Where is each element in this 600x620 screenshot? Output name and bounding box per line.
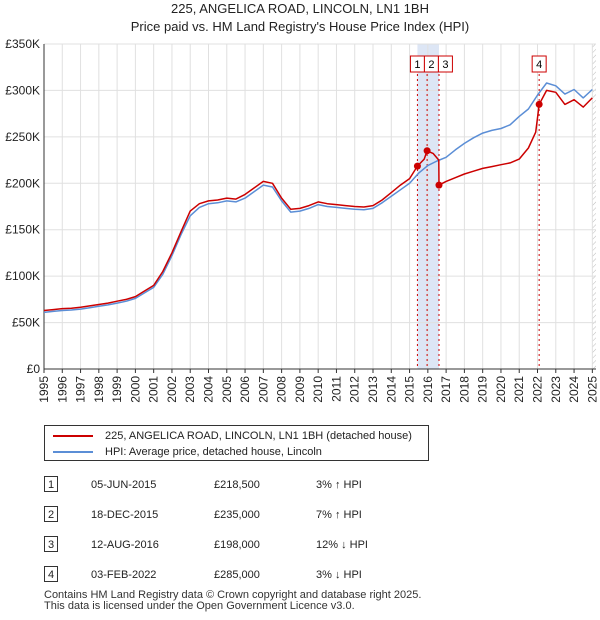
x-tick-label: 2022 (531, 376, 545, 403)
transaction-number-badge: 3 (44, 536, 58, 552)
transaction-price: £218,500 (214, 479, 260, 491)
transaction-row: 2 18-DEC-2015 £235,000 7% ↑ HPI (0, 505, 600, 525)
sale-point (435, 181, 443, 189)
transaction-hpi-change: 3% ↓ HPI (316, 569, 362, 581)
transaction-price: £198,000 (214, 539, 260, 551)
transaction-price: £235,000 (214, 509, 260, 521)
x-tick-label: 2012 (348, 376, 362, 403)
sale-marker-label: 2 (428, 59, 434, 71)
transaction-date: 03-FEB-2022 (91, 569, 157, 581)
y-tick-label: £300K (5, 83, 40, 97)
transaction-date: 05-JUN-2015 (91, 479, 157, 491)
legend: 225, ANGELICA ROAD, LINCOLN, LN1 1BH (de… (44, 425, 429, 461)
x-tick-label: 2005 (220, 376, 234, 403)
x-tick-label: 2007 (256, 376, 270, 403)
x-tick-label: 2021 (512, 376, 526, 403)
property-price-line (43, 89, 593, 312)
sale-point (535, 100, 543, 108)
transaction-date: 12-AUG-2016 (91, 539, 159, 551)
transaction-price: £285,000 (214, 569, 260, 581)
transaction-date: 18-DEC-2015 (91, 509, 159, 521)
x-tick-label: 2023 (549, 376, 563, 403)
legend-hpi-swatch (53, 451, 93, 453)
transaction-number-badge: 1 (44, 476, 58, 492)
transaction-number-badge: 2 (44, 506, 58, 522)
y-tick-label: £200K (5, 176, 40, 190)
plot-area (44, 44, 596, 369)
transaction-row: 4 03-FEB-2022 £285,000 3% ↓ HPI (0, 565, 600, 585)
footer-copyright: Contains HM Land Registry data © Crown c… (44, 589, 422, 601)
sale-marker-label: 3 (442, 59, 448, 71)
y-tick-label: £50K (12, 316, 40, 330)
x-tick-label: 2020 (494, 376, 508, 403)
transaction-number-badge: 4 (44, 566, 58, 582)
y-tick-label: £0 (27, 362, 41, 376)
x-tick-label: 2011 (329, 376, 343, 402)
footer-licence: This data is licensed under the Open Gov… (44, 600, 355, 612)
y-tick-label: £250K (5, 130, 40, 144)
y-tick-label: £150K (5, 223, 40, 237)
y-tick-label: £350K (5, 37, 40, 51)
x-tick-label: 2025 (585, 376, 599, 403)
sale-marker-label: 4 (536, 59, 542, 71)
hpi-line (43, 82, 593, 314)
x-tick-label: 2013 (366, 376, 380, 403)
x-tick-label: 2017 (439, 376, 453, 403)
sale-marker-box (437, 55, 453, 73)
x-tick-label: 1996 (55, 376, 69, 403)
x-tick-label: 1995 (37, 376, 51, 403)
x-tick-label: 2014 (384, 376, 398, 403)
x-tick-label: 2002 (165, 376, 179, 403)
chart-subtitle: Price paid vs. HM Land Registry's House … (131, 19, 469, 34)
x-tick-label: 2024 (567, 376, 581, 403)
y-tick-label: £100K (5, 269, 40, 283)
sale-marker-label: 1 (414, 59, 420, 71)
sale-marker-box (531, 55, 547, 73)
x-tick-label: 2004 (202, 376, 216, 403)
transaction-hpi-change: 7% ↑ HPI (316, 509, 362, 521)
transaction-row: 1 05-JUN-2015 £218,500 3% ↑ HPI (0, 475, 600, 495)
transaction-hpi-change: 12% ↓ HPI (316, 539, 368, 551)
x-tick-label: 2015 (403, 376, 417, 403)
sale-point (413, 162, 421, 170)
x-tick-label: 2003 (183, 376, 197, 403)
x-tick-label: 2019 (476, 376, 490, 403)
legend-property-label: 225, ANGELICA ROAD, LINCOLN, LN1 1BH (de… (105, 430, 412, 442)
x-tick-label: 1998 (92, 376, 106, 403)
future-hatch-region (592, 44, 596, 369)
x-tick-label: 2008 (275, 376, 289, 403)
x-tick-label: 2000 (128, 376, 142, 403)
x-tick-label: 1997 (74, 376, 88, 403)
x-tick-label: 2009 (293, 376, 307, 403)
price-chart: 225, ANGELICA ROAD, LINCOLN, LN1 1BH Pri… (5, 1, 599, 403)
x-tick-label: 2006 (238, 376, 252, 403)
legend-hpi-label: HPI: Average price, detached house, Linc… (105, 446, 322, 458)
sale-point (423, 147, 431, 155)
x-tick-label: 2018 (457, 376, 471, 403)
x-tick-label: 2016 (421, 376, 435, 403)
x-tick-label: 1999 (110, 376, 124, 403)
transaction-hpi-change: 3% ↑ HPI (316, 479, 362, 491)
transaction-row: 3 12-AUG-2016 £198,000 12% ↓ HPI (0, 535, 600, 555)
x-tick-label: 2001 (147, 376, 161, 403)
x-tick-label: 2010 (311, 376, 325, 403)
legend-property-swatch (53, 435, 93, 437)
chart-title: 225, ANGELICA ROAD, LINCOLN, LN1 1BH (171, 1, 429, 16)
